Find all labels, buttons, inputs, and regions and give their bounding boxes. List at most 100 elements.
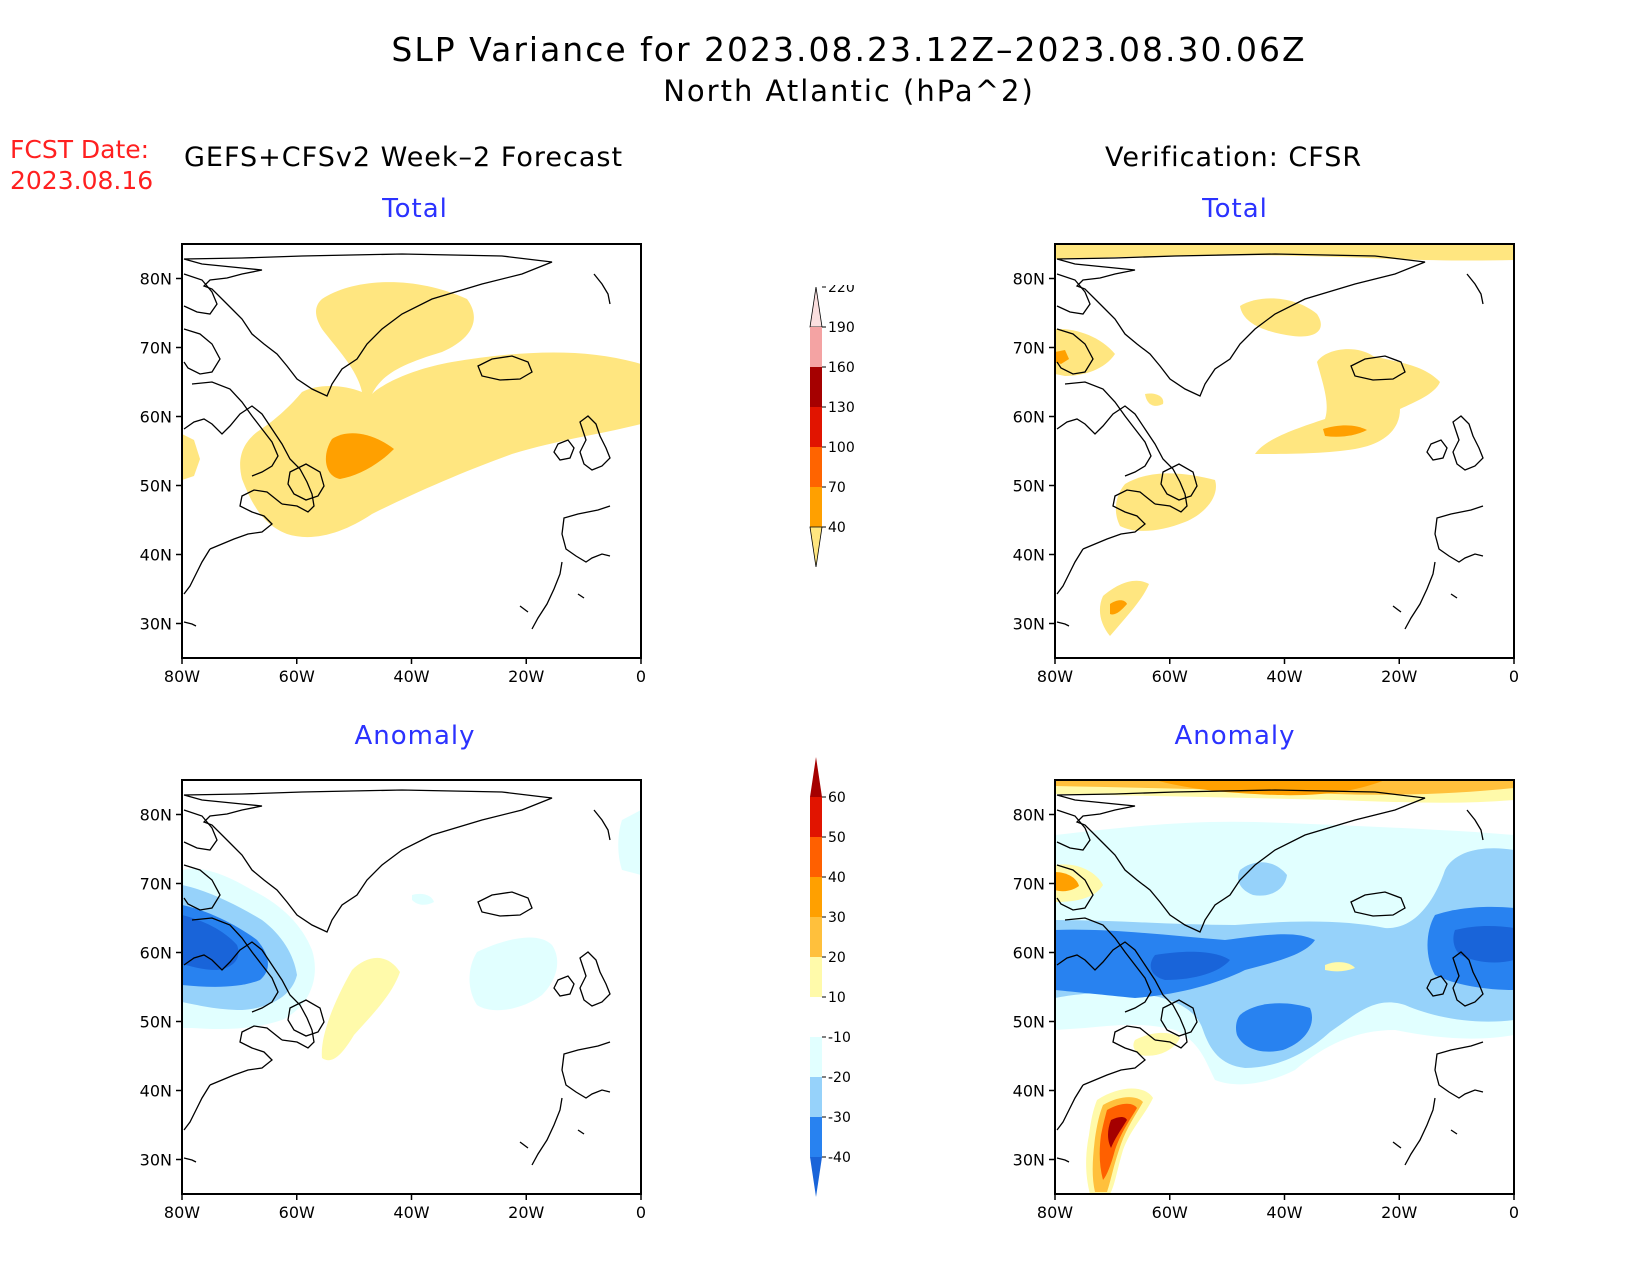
lat-tick-label: 80N (140, 806, 172, 825)
verification-anomaly-title: Anomaly (1174, 721, 1296, 751)
colorbar-segment (810, 1117, 822, 1157)
lat-tick-label: 60N (1013, 944, 1045, 963)
forecast-anomaly-minus40-west (182, 915, 239, 970)
lat-tick-label: 70N (1013, 875, 1045, 894)
verif-anomaly-plus10-central (1325, 962, 1355, 972)
verification-total-map: 80N 70N 60N 50N 40N 30N 80W 60W 40W 20W 0 (993, 242, 1533, 706)
lon-tick-label: 60W (1152, 1203, 1188, 1222)
lon-tick-label: 40W (1266, 667, 1302, 686)
verification-column-heading: Verification: CFSR (1105, 142, 1363, 173)
verif-anomaly-minus40-band (1150, 951, 1230, 980)
verif-anomaly-plus50-bermuda (1108, 1117, 1127, 1148)
verif-total-40-bermuda (1099, 580, 1149, 636)
forecast-anomaly-map: 80N 70N 60N 50N 40N 30N 80W 60W 40W 20W 0 (120, 778, 660, 1242)
lon-tick-label: 80W (1037, 1203, 1073, 1222)
forecast-total-40-edge-patch (182, 434, 200, 480)
lat-tick-label: 40N (140, 546, 172, 565)
verif-anomaly-plus30-baffin (1055, 872, 1079, 892)
verif-total-40-small-patch (1145, 393, 1164, 406)
colorbar-top-arrow (809, 286, 823, 328)
lat-tick-label: 40N (1013, 546, 1045, 565)
forecast-total-ticks: 80N 70N 60N 50N 40N 30N 80W 60W 40W 20W 0 (140, 270, 646, 687)
colorbar-segment (810, 447, 822, 487)
colorbar-label: -10 (828, 1030, 851, 1046)
forecast-total-70-contour (325, 433, 394, 479)
verification-total-title: Total (1202, 194, 1268, 224)
lat-tick-label: 80N (140, 270, 172, 289)
colorbar-segment (810, 957, 822, 997)
lon-tick-label: 0 (1509, 1203, 1519, 1222)
lat-tick-label: 60N (140, 408, 172, 427)
lat-tick-label: 70N (1013, 339, 1045, 358)
verification-anomaly-ticks: 80N 70N 60N 50N 40N 30N 80W 60W 40W 20W 0 (1013, 806, 1519, 1223)
colorbar-label: -30 (828, 1110, 851, 1126)
verification-total-ticks: 80N 70N 60N 50N 40N 30N 80W 60W 40W 20W 0 (1013, 270, 1519, 687)
verif-total-40-central (1255, 349, 1440, 454)
forecast-total-title: Total (382, 194, 448, 224)
colorbar-label: 100 (828, 440, 855, 456)
lon-tick-label: 40W (393, 667, 429, 686)
forecast-anomaly-ticks: 80N 70N 60N 50N 40N 30N 80W 60W 40W 20W 0 (140, 806, 646, 1223)
verif-total-40-newfoundland (1115, 473, 1216, 531)
lon-tick-label: 0 (636, 1203, 646, 1222)
colorbar-segment (810, 1037, 822, 1077)
lat-tick-label: 70N (140, 339, 172, 358)
lat-tick-label: 30N (1013, 615, 1045, 634)
verif-anomaly-plus10-newfoundland (1133, 1032, 1180, 1056)
lat-tick-label: 50N (1013, 1013, 1045, 1032)
colorbar-label: 220 (828, 285, 855, 296)
lon-tick-label: 80W (164, 1203, 200, 1222)
lat-tick-label: 80N (1013, 270, 1045, 289)
lat-tick-label: 60N (1013, 408, 1045, 427)
verif-total-70-central (1323, 425, 1367, 437)
colorbar-bottom-arrow (810, 1157, 822, 1197)
colorbar-segment (810, 1077, 822, 1117)
lon-tick-label: 40W (1266, 1203, 1302, 1222)
colorbar-segment (810, 407, 822, 447)
colorbar-label: 160 (828, 360, 855, 376)
lat-tick-label: 60N (140, 944, 172, 963)
lat-tick-label: 30N (1013, 1151, 1045, 1170)
colorbar-label: 60 (828, 790, 846, 806)
lat-tick-label: 30N (140, 615, 172, 634)
colorbar-segment (810, 917, 822, 957)
lon-tick-label: 40W (393, 1203, 429, 1222)
lat-tick-label: 80N (1013, 806, 1045, 825)
forecast-column-heading: GEFS+CFSv2 Week–2 Forecast (184, 142, 624, 173)
anomaly-colorbar: -40 -30 -20 -10 10 20 30 40 50 60 (795, 755, 865, 1219)
forecast-total-40-contour (240, 282, 641, 538)
main-title: SLP Variance for 2023.08.23.12Z–2023.08.… (391, 30, 1307, 69)
forecast-anomaly-minus10-northeast (618, 810, 641, 875)
lon-tick-label: 0 (1509, 667, 1519, 686)
forecast-date: FCST Date: 2023.08.16 (10, 134, 153, 196)
colorbar-label: 50 (828, 830, 846, 846)
forecast-anomaly-minus10-small (412, 893, 434, 905)
colorbar-segment (810, 797, 822, 837)
lon-tick-label: 60W (279, 667, 315, 686)
verif-total-40-greenland-blob (1240, 298, 1321, 337)
colorbar-label: 70 (828, 480, 846, 496)
lat-tick-label: 30N (140, 1151, 172, 1170)
lon-tick-label: 60W (279, 1203, 315, 1222)
lat-tick-label: 40N (1013, 1082, 1045, 1101)
colorbar-segment (810, 367, 822, 407)
verif-total-70-bermuda (1110, 600, 1127, 615)
forecast-anomaly-minus10-east (469, 937, 558, 1011)
forecast-anomaly-title: Anomaly (354, 721, 476, 751)
colorbar-top-arrow (810, 757, 822, 797)
colorbar-label: 190 (828, 320, 855, 336)
colorbar-label: -40 (828, 1150, 851, 1166)
colorbar-label: 40 (828, 520, 846, 536)
lat-tick-label: 40N (140, 1082, 172, 1101)
lon-tick-label: 20W (508, 667, 544, 686)
colorbar-label: 40 (828, 870, 846, 886)
colorbar-segment (810, 487, 822, 527)
verif-anomaly-minus40-east (1453, 925, 1514, 963)
colorbar-label: 10 (828, 990, 846, 1006)
lon-tick-label: 20W (1381, 1203, 1417, 1222)
colorbar-segment (810, 877, 822, 917)
colorbar-label: -20 (828, 1070, 851, 1086)
verif-total-40-baffin (1055, 328, 1115, 376)
colorbar-segment (810, 327, 822, 367)
colorbar-label: 130 (828, 400, 855, 416)
